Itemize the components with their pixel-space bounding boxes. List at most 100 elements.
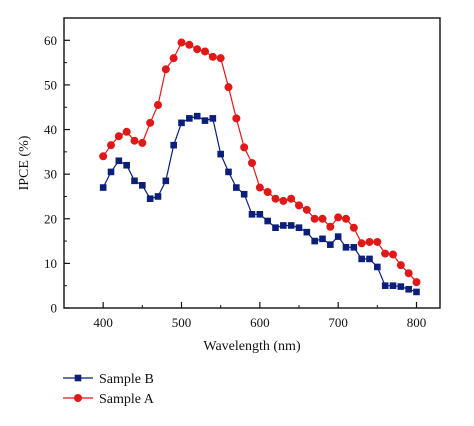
data-point-sample-a bbox=[404, 269, 413, 278]
data-point-sample-b bbox=[193, 112, 201, 120]
legend-marker bbox=[74, 394, 82, 402]
data-point-sample-a bbox=[248, 159, 256, 167]
data-point-sample-a bbox=[334, 213, 343, 222]
y-axis-ticks: 0 10 20 30 40 50 60 bbox=[44, 33, 70, 316]
y-tick-label: 0 bbox=[51, 301, 58, 316]
data-point-sample-a bbox=[232, 114, 241, 123]
data-point-sample-b bbox=[209, 115, 217, 122]
data-point-sample-a bbox=[318, 214, 327, 223]
data-point-sample-a bbox=[357, 239, 366, 248]
data-point-sample-a bbox=[224, 83, 233, 92]
x-tick-label: 600 bbox=[250, 315, 270, 330]
legend-item-sample-b: Sample B bbox=[63, 372, 154, 387]
data-point-sample-a bbox=[389, 250, 397, 259]
data-point-sample-a bbox=[279, 196, 288, 205]
data-point-sample-a bbox=[216, 54, 225, 63]
data-point-sample-b bbox=[366, 255, 373, 263]
data-point-sample-a bbox=[255, 183, 264, 192]
x-tick-label: 500 bbox=[172, 315, 192, 330]
data-point-sample-b bbox=[123, 161, 130, 169]
data-point-sample-b bbox=[217, 150, 224, 158]
data-point-sample-a bbox=[263, 188, 272, 196]
data-point-sample-b bbox=[146, 195, 154, 202]
data-point-sample-b bbox=[248, 211, 256, 218]
data-point-sample-b bbox=[295, 224, 303, 231]
data-point-sample-b bbox=[225, 168, 232, 176]
data-point-sample-a bbox=[169, 54, 178, 63]
x-tick-label: 800 bbox=[407, 315, 427, 330]
y-tick-label: 40 bbox=[44, 122, 57, 137]
data-point-sample-b bbox=[131, 177, 138, 185]
data-point-sample-a bbox=[342, 214, 350, 223]
legend-label: Sample A bbox=[99, 392, 155, 407]
legend-marker bbox=[74, 374, 82, 382]
data-point-sample-b bbox=[256, 211, 264, 218]
data-point-sample-b bbox=[139, 182, 146, 189]
data-point-sample-a bbox=[240, 143, 249, 152]
data-point-sample-b bbox=[413, 288, 420, 296]
data-point-sample-b bbox=[170, 141, 177, 149]
series-line-sample-b bbox=[102, 115, 417, 293]
data-point-sample-a bbox=[326, 222, 335, 231]
data-point-sample-a bbox=[138, 138, 147, 147]
data-point-sample-a bbox=[107, 141, 115, 150]
data-point-sample-a bbox=[185, 40, 194, 49]
data-point-sample-a bbox=[373, 237, 382, 246]
data-point-sample-b bbox=[115, 157, 123, 165]
data-point-sample-a bbox=[412, 278, 421, 287]
data-point-sample-a bbox=[130, 136, 139, 145]
data-point-sample-b bbox=[389, 282, 397, 289]
data-point-sample-b bbox=[240, 190, 248, 198]
data-point-sample-b bbox=[358, 255, 365, 263]
data-point-sample-a bbox=[349, 223, 358, 232]
x-tick-label: 400 bbox=[93, 315, 113, 330]
data-point-sample-a bbox=[381, 249, 390, 258]
y-tick-label: 50 bbox=[44, 77, 57, 92]
data-point-sample-b bbox=[162, 177, 170, 185]
data-point-sample-a bbox=[122, 127, 131, 136]
data-point-sample-b bbox=[99, 184, 107, 191]
legend-item-sample-a: Sample A bbox=[63, 392, 155, 407]
series-layer bbox=[99, 38, 421, 296]
data-point-sample-a bbox=[287, 194, 296, 203]
data-point-sample-a bbox=[396, 261, 405, 270]
data-point-sample-b bbox=[154, 193, 162, 200]
legend-label: Sample B bbox=[99, 372, 154, 387]
data-point-sample-b bbox=[303, 228, 311, 236]
y-tick-label: 20 bbox=[44, 211, 57, 226]
data-point-sample-a bbox=[146, 118, 155, 127]
data-point-sample-a bbox=[302, 205, 311, 214]
data-point-sample-a bbox=[295, 201, 303, 210]
data-point-sample-a bbox=[99, 152, 108, 161]
data-point-sample-a bbox=[114, 132, 123, 141]
data-point-sample-a bbox=[365, 237, 374, 246]
legend: Sample B Sample A bbox=[63, 372, 155, 407]
data-point-sample-b bbox=[319, 235, 326, 243]
plot-frame bbox=[63, 17, 441, 309]
data-point-sample-b bbox=[405, 285, 412, 293]
y-tick-label: 10 bbox=[44, 256, 57, 271]
y-tick-label: 60 bbox=[44, 33, 57, 48]
x-axis-ticks: 400 500 600 700 800 bbox=[93, 302, 426, 330]
data-point-sample-b bbox=[107, 168, 115, 176]
data-point-sample-b bbox=[381, 282, 389, 289]
data-point-sample-a bbox=[193, 45, 202, 54]
data-point-sample-a bbox=[201, 47, 209, 56]
data-point-sample-b bbox=[178, 119, 185, 127]
y-tick-label: 30 bbox=[44, 167, 57, 182]
data-point-sample-b bbox=[342, 244, 350, 251]
series-line-sample-a bbox=[102, 41, 417, 283]
y-axis-label: IPCE (%) bbox=[17, 135, 32, 190]
data-point-sample-b bbox=[350, 244, 358, 251]
data-point-sample-b bbox=[327, 241, 334, 248]
data-point-sample-a bbox=[208, 52, 217, 61]
data-point-sample-b bbox=[374, 263, 381, 271]
data-point-sample-b bbox=[272, 224, 279, 231]
data-point-sample-a bbox=[271, 194, 280, 203]
data-point-sample-b bbox=[397, 283, 405, 290]
x-tick-label: 700 bbox=[328, 315, 348, 330]
series-sample-b bbox=[99, 112, 420, 296]
data-point-sample-b bbox=[311, 237, 318, 245]
data-point-sample-b bbox=[287, 222, 295, 229]
data-point-sample-a bbox=[161, 65, 170, 74]
